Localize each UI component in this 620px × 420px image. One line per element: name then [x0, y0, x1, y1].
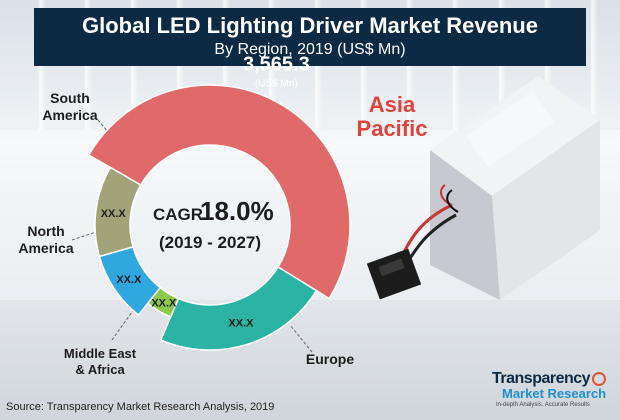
- chart-subtitle: By Region, 2019 (US$ Mn): [214, 41, 406, 58]
- slice-south-america: [94, 166, 142, 258]
- leader-line-europe: [289, 324, 313, 353]
- leader-line-north-america: [71, 231, 97, 241]
- donut-slices: [87, 84, 351, 351]
- title-banner: Global LED Lighting Driver Market Revenu…: [34, 8, 586, 66]
- value-label-asia-pacific: 3,565.3: [243, 54, 310, 76]
- company-logo: Transparency Market Research In-depth An…: [492, 370, 612, 414]
- cagr-period: (2019 - 2027): [159, 233, 261, 252]
- cagr-prefix: CAGR: [153, 205, 203, 224]
- region-label-north-america-1: North: [27, 223, 64, 239]
- region-label-north-america-2: America: [18, 240, 73, 256]
- led-driver-illustration: [366, 76, 600, 300]
- chart-title: Global LED Lighting Driver Market Revenu…: [82, 13, 538, 38]
- region-label-europe-1: Europe: [306, 351, 354, 367]
- region-label-asia-pacific-2: Pacific: [357, 116, 428, 141]
- source-note: Source: Transparency Market Research Ana…: [6, 401, 275, 413]
- value-label-south-america: XX.X: [101, 208, 127, 220]
- region-label-asia-pacific-1: Asia: [369, 92, 416, 117]
- region-label-middle-east-africa-1: Middle East: [64, 346, 137, 361]
- region-label-middle-east-africa-2: & Africa: [75, 362, 125, 377]
- background-floor: [0, 300, 620, 420]
- logo-tagline: In-depth Analysis. Accurate Results: [496, 402, 591, 408]
- logo-sub-text: Market Research: [502, 386, 607, 401]
- logo-main-text: Transparency: [492, 370, 591, 387]
- slice-asia-pacific: [87, 84, 351, 300]
- leader-line-mea: [111, 297, 143, 341]
- region-label-south-america-2: America: [42, 107, 97, 123]
- value-label-middle-east-africa: XX.X: [151, 297, 177, 309]
- logo-check-icon: [592, 372, 606, 386]
- slice-europe: [159, 265, 318, 351]
- unit-label-asia-pacific: (US$ Mn): [255, 79, 298, 90]
- cagr-value: 18.0%: [200, 196, 274, 226]
- region-label-south-america-1: South: [50, 90, 90, 106]
- donut-slice-labels: 3,565.3 (US$ Mn) XX.X XX.X XX.X XX.X: [101, 54, 310, 330]
- value-label-europe: XX.X: [228, 318, 254, 330]
- value-label-north-america: XX.X: [116, 274, 142, 286]
